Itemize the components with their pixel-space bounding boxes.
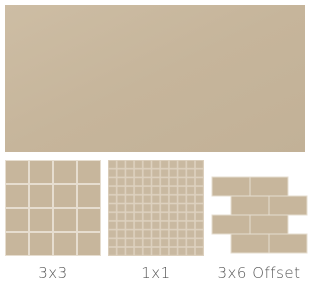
mosaic-3x3 (5, 160, 101, 256)
mosaic-1x1 (108, 160, 204, 256)
product-view: 3x3 1x1 3x6 Offset (0, 0, 310, 286)
label: 3x6 Offset (217, 264, 300, 282)
mosaic-3x6-offset (212, 177, 307, 253)
label: 3x3 (38, 264, 67, 282)
label: 1x1 (141, 264, 170, 282)
large-tile (5, 5, 305, 152)
